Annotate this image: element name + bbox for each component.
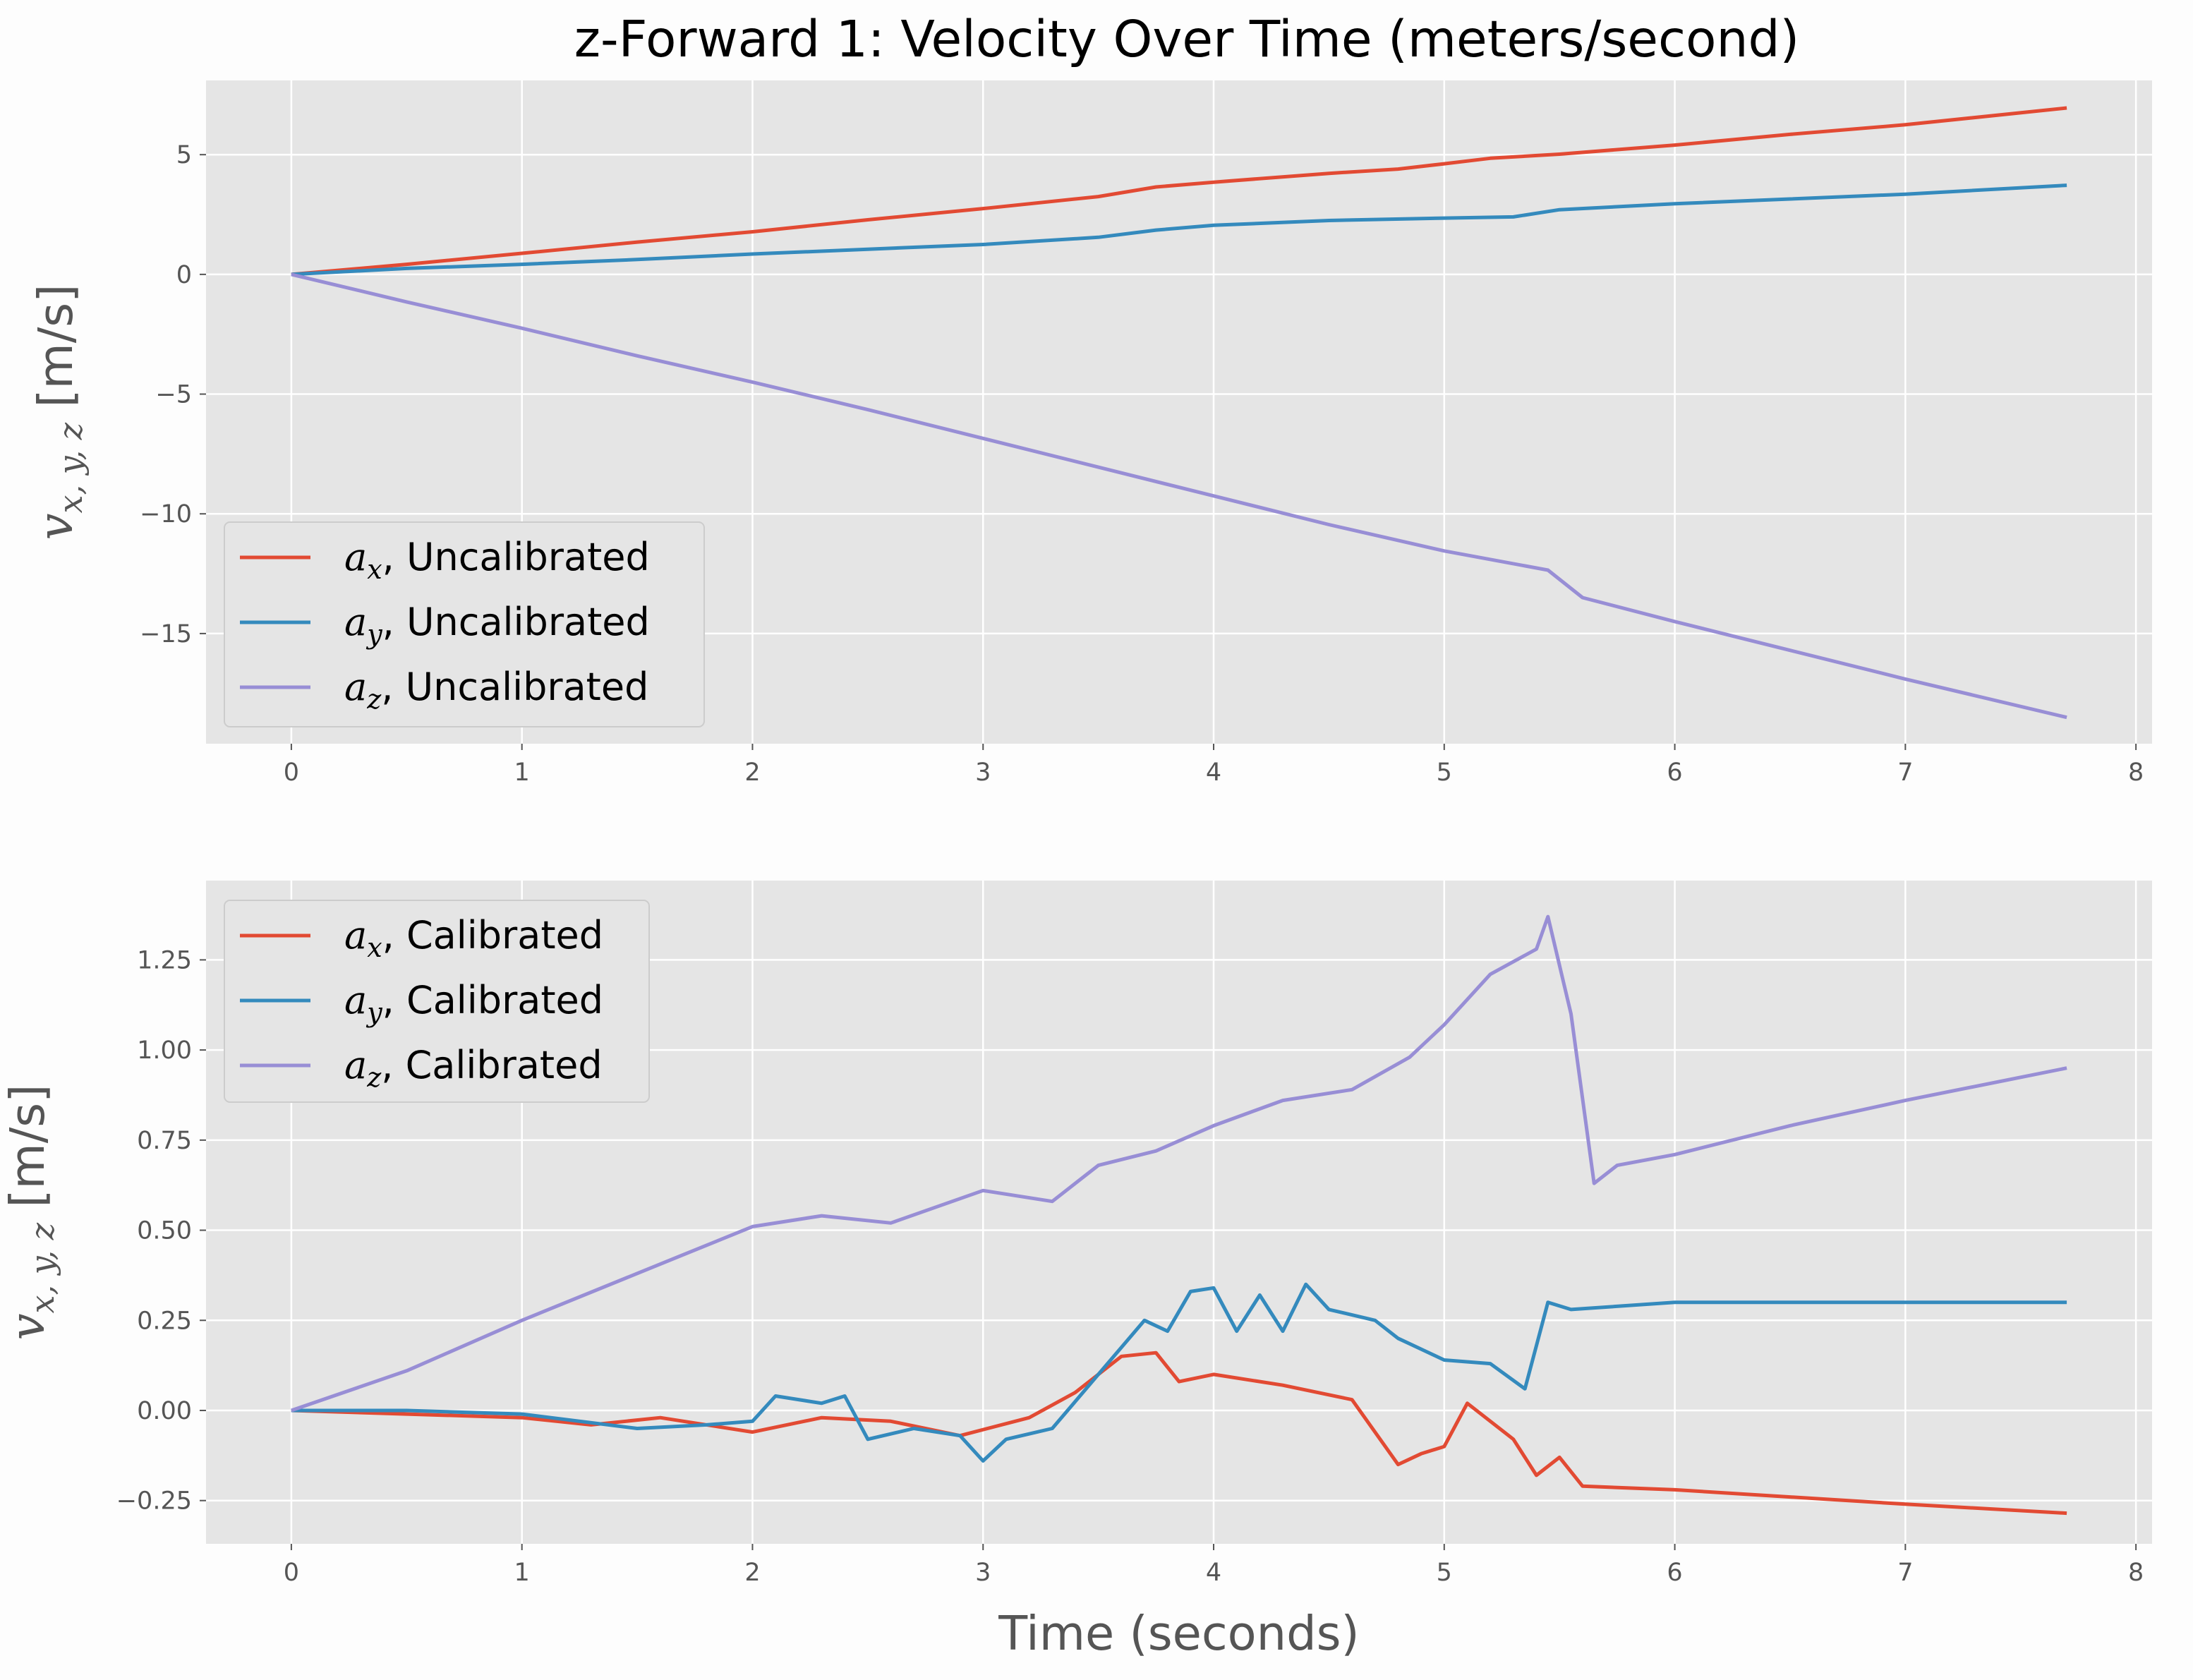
y-tick-label: −15 <box>140 620 192 648</box>
x-tick-label: 0 <box>284 759 299 787</box>
y-tick-label: −0.25 <box>116 1487 192 1516</box>
x-tick-label: 4 <box>1206 1559 1221 1587</box>
series-line-z <box>291 914 2067 1413</box>
top-panel: 0 1 2 3 4 5 6 7 8 5 0 −5 −10 −15 vx, y, z [m/s] ax, Unc… <box>28 80 2152 787</box>
x-tick-label: 6 <box>1667 759 1682 787</box>
x-tick-label: 7 <box>1897 1559 1913 1587</box>
series-line-y <box>291 183 2067 277</box>
y-tick-label: 0.50 <box>137 1217 192 1245</box>
x-tick-label: 3 <box>975 759 991 787</box>
series-line-z <box>291 272 2067 720</box>
y-tick-label: 0.25 <box>137 1307 192 1335</box>
y-tick-label: 1.25 <box>137 946 192 974</box>
legend-label: ay, Uncalibrated <box>344 600 650 650</box>
series-line-y <box>291 1282 2067 1463</box>
y-tick-label: 5 <box>176 141 192 169</box>
series-line-x <box>291 1350 2067 1516</box>
x-tick-label: 5 <box>1437 1559 1452 1587</box>
x-tick-label: 3 <box>975 1559 991 1587</box>
legend <box>224 521 705 727</box>
x-tick-label: 5 <box>1437 759 1452 787</box>
bottom-panel: 0 1 2 3 4 5 6 7 8 1.25 1.00 0.75 0.50 0.25 0.00 −0.25 vx… <box>0 881 2152 1661</box>
legend-label: az, Calibrated <box>344 1043 603 1093</box>
y-tick-label: 1.00 <box>137 1037 192 1065</box>
x-axis-title: Time (seconds) <box>998 1606 1359 1661</box>
x-tick-label: 0 <box>284 1559 299 1587</box>
legend-label: ax, Uncalibrated <box>344 535 650 585</box>
x-tick-label: 7 <box>1897 759 1913 787</box>
legend-label: ax, Calibrated <box>344 913 603 963</box>
legend-label: ay, Calibrated <box>344 978 603 1028</box>
y-axis-title: vx, y, z [m/s] <box>0 1084 61 1341</box>
y-axis-title: vx, y, z [m/s] <box>28 284 90 540</box>
y-tick-label: 0.75 <box>137 1127 192 1155</box>
x-tick-label: 1 <box>514 759 530 787</box>
x-tick-label: 6 <box>1667 1559 1682 1587</box>
x-tick-label: 8 <box>2128 1559 2144 1587</box>
figure-title: z-Forward 1: Velocity Over Time (meters/… <box>574 10 1799 68</box>
y-tick-label: 0.00 <box>137 1397 192 1425</box>
x-tick-label: 4 <box>1206 759 1221 787</box>
x-tick-label: 8 <box>2128 759 2144 787</box>
legend <box>224 900 650 1103</box>
x-tick-label: 2 <box>744 1559 760 1587</box>
legend-label: az, Uncalibrated <box>344 665 648 715</box>
x-tick-label: 2 <box>744 759 760 787</box>
x-tick-label: 1 <box>514 1559 530 1587</box>
y-tick-label: −5 <box>155 381 192 409</box>
series-line-x <box>291 106 2067 277</box>
y-tick-label: −10 <box>140 500 192 528</box>
y-tick-label: 0 <box>176 261 192 289</box>
